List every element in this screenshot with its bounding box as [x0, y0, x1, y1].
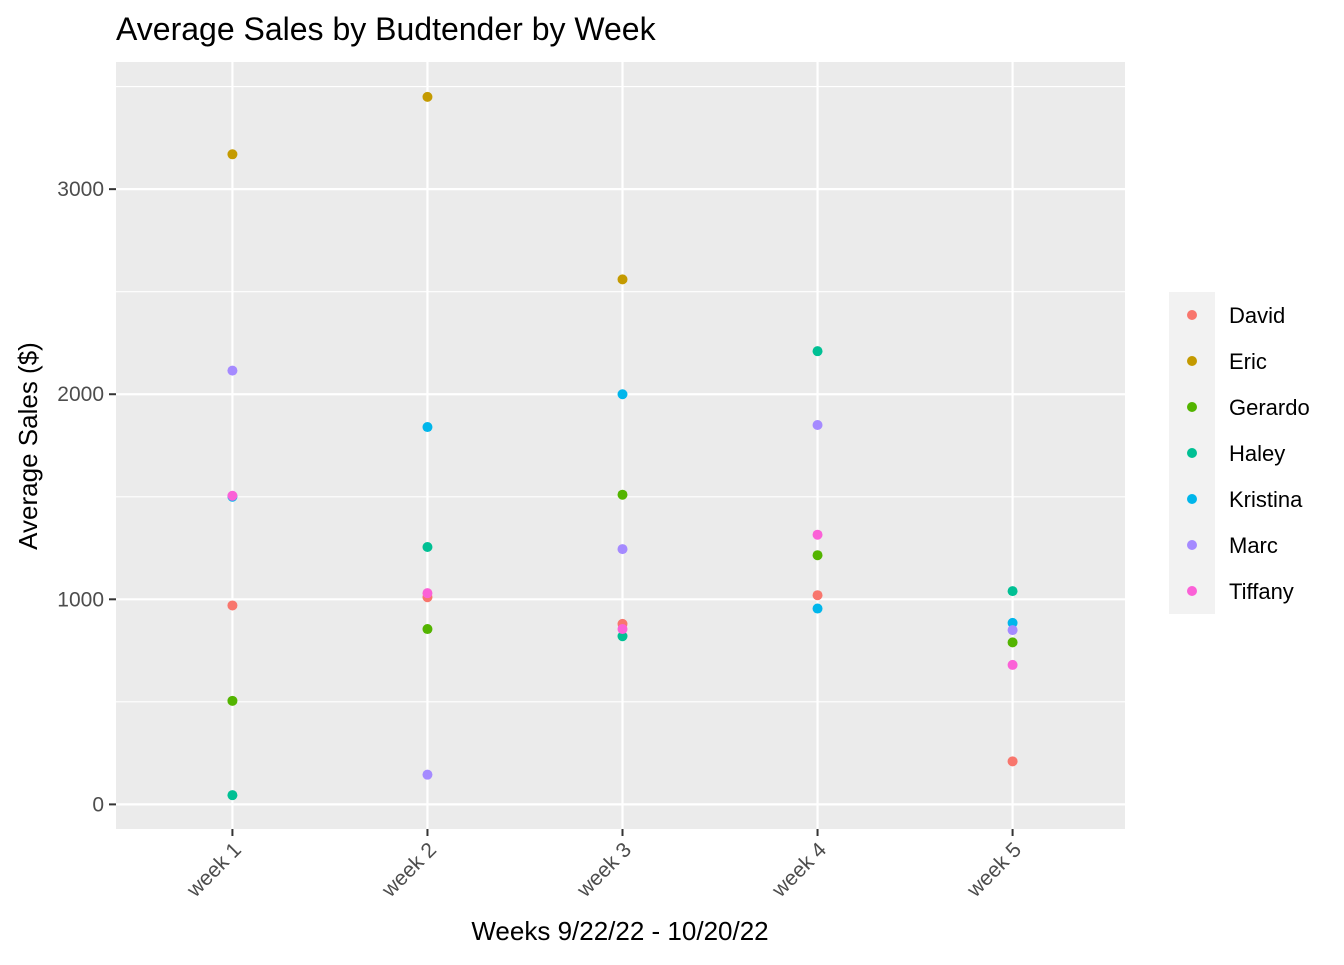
y-tick-label: 3000: [57, 178, 104, 201]
data-point-david: [812, 590, 823, 601]
grid-layer: [116, 62, 1125, 829]
legend-key-kristina: [1187, 494, 1197, 504]
data-point-tiffany: [812, 529, 823, 540]
data-point-haley: [227, 790, 238, 801]
legend-label-haley: Haley: [1229, 441, 1285, 466]
data-point-haley: [422, 542, 433, 553]
data-point-kristina: [617, 389, 628, 400]
data-point-david: [227, 600, 238, 611]
data-point-marc: [227, 365, 238, 376]
data-point-haley: [1007, 586, 1018, 597]
x-axis-title: Weeks 9/22/22 - 10/20/22: [471, 916, 768, 946]
legend-key-marc: [1187, 540, 1197, 550]
data-point-eric: [227, 149, 238, 160]
data-point-kristina: [1007, 617, 1018, 628]
legend-key-haley: [1187, 448, 1197, 458]
x-tick-label: week 3: [572, 838, 636, 902]
y-tick-label: 2000: [57, 383, 104, 406]
y-tick-label: 1000: [57, 588, 104, 611]
chart-title: Average Sales by Budtender by Week: [116, 11, 657, 47]
point-layer: [227, 91, 1018, 801]
y-tick-label: 0: [92, 793, 104, 816]
data-point-marc: [812, 419, 823, 430]
data-point-kristina: [812, 603, 823, 614]
legend-key-david: [1187, 310, 1197, 320]
legend-label-eric: Eric: [1229, 349, 1267, 374]
legend-label-kristina: Kristina: [1229, 487, 1303, 512]
plot-panel: [116, 62, 1125, 829]
legend-key-eric: [1187, 356, 1197, 366]
x-tick-label: week 4: [767, 838, 831, 902]
data-point-marc: [617, 544, 628, 555]
data-point-marc: [1007, 625, 1018, 636]
legend-label-david: David: [1229, 303, 1285, 328]
legend-label-marc: Marc: [1229, 533, 1278, 558]
legend-key-gerardo: [1187, 402, 1197, 412]
x-tick-label: week 1: [182, 838, 246, 902]
data-point-gerardo: [617, 489, 628, 500]
legend-label-gerardo: Gerardo: [1229, 395, 1310, 420]
legend-key-tiffany: [1187, 586, 1197, 596]
x-tick-label: week 5: [962, 838, 1026, 902]
data-point-haley: [617, 631, 628, 642]
legend: David Eric Gerardo Haley Kristina Marc Tiffany: [1169, 292, 1310, 614]
data-point-kristina: [422, 422, 433, 433]
x-tick-label: week 2: [377, 838, 441, 902]
data-point-gerardo: [227, 695, 238, 706]
data-point-tiffany: [617, 624, 628, 635]
data-point-tiffany: [1007, 659, 1018, 670]
y-axis-title: Average Sales ($): [13, 342, 43, 550]
data-point-tiffany: [227, 490, 238, 501]
data-point-eric: [617, 274, 628, 285]
data-point-haley: [812, 346, 823, 357]
data-point-gerardo: [1007, 637, 1018, 648]
data-point-david: [1007, 756, 1018, 767]
data-point-gerardo: [812, 550, 823, 561]
data-point-tiffany: [422, 588, 433, 599]
data-point-marc: [422, 769, 433, 780]
data-point-eric: [422, 91, 433, 102]
data-point-gerardo: [422, 624, 433, 635]
legend-label-tiffany: Tiffany: [1229, 579, 1294, 604]
